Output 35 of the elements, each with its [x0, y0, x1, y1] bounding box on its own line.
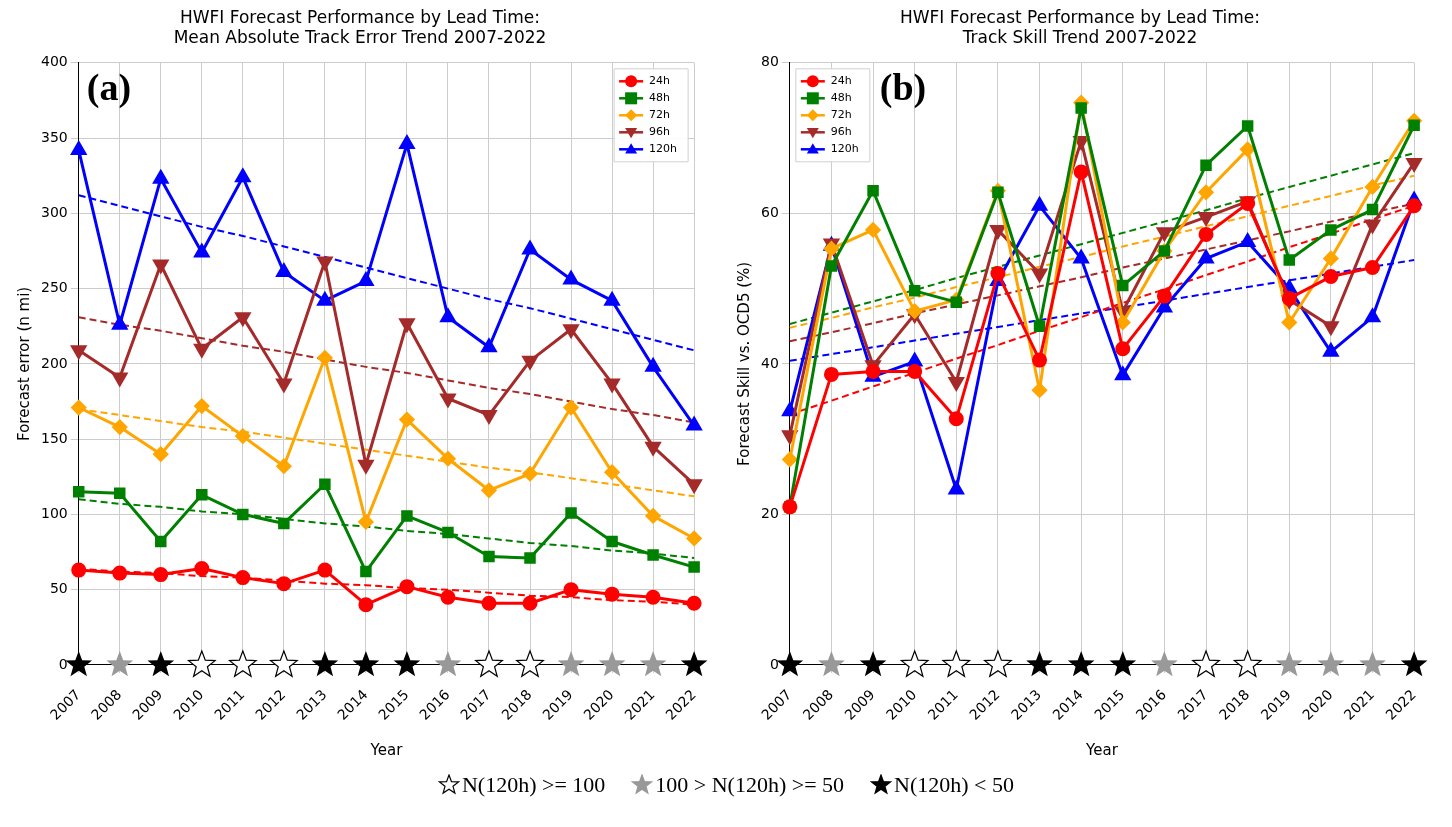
y-tick-label: 350: [40, 128, 68, 145]
y-tick-label: 300: [40, 203, 68, 220]
legend-label: 96h: [649, 125, 671, 139]
legend-label: 48h: [649, 91, 671, 105]
y-tick-label: 0: [58, 655, 68, 672]
y-axis-title: Forecast Skill vs. OCD5 (%): [734, 261, 753, 466]
x-axis-title: Year: [369, 740, 404, 759]
y-axis-title: Forecast error (n mi): [14, 286, 33, 441]
legend-label: 120h: [830, 142, 859, 156]
chart-title: HWFI Forecast Performance by Lead Time: Track Skill Trend 2007-2022: [899, 6, 1261, 48]
y-tick-label: 150: [40, 429, 68, 446]
text: 100 > N(120h) >= 50: [655, 772, 845, 798]
legend-label: 72h: [830, 108, 852, 122]
y-tick-label: 250: [40, 279, 68, 296]
annotation: (a): [86, 65, 132, 109]
y-tick-label: 50: [49, 580, 68, 597]
legend-label: 72h: [649, 108, 671, 122]
chart-title: HWFI Forecast Performance by Lead Time: Mean Absolute Track Error Trend 2007-2022: [173, 6, 547, 48]
y-tick-label: 400: [40, 53, 68, 70]
legend-label: 120h: [649, 142, 678, 156]
y-tick-label: 0: [769, 655, 779, 672]
y-tick-label: 20: [760, 505, 779, 522]
y-tick-label: 200: [40, 354, 68, 371]
annotation: (b): [879, 65, 927, 109]
text: N(120h) >= 100: [461, 772, 606, 798]
y-tick-label: 60: [760, 203, 779, 220]
y-tick-label: 40: [760, 354, 779, 371]
legend-label: 96h: [830, 125, 852, 139]
legend-label: 48h: [830, 91, 852, 105]
y-tick-label: 80: [760, 53, 779, 70]
y-tick-label: 100: [40, 505, 68, 522]
legend-label: 24h: [830, 74, 852, 88]
legend-label: 24h: [649, 74, 671, 88]
text: N(120h) < 50: [894, 772, 1015, 798]
x-axis-title: Year: [1085, 740, 1119, 759]
